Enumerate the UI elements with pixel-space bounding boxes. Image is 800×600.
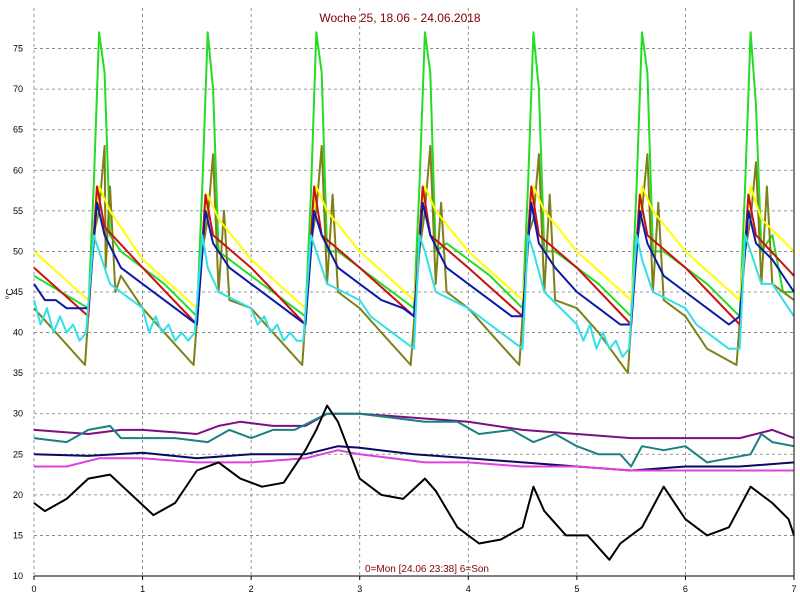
series-line-teal — [33, 412, 795, 468]
series-line-navy — [33, 445, 795, 472]
y-tick-label: 20 — [13, 490, 23, 500]
y-tick-label: 45 — [13, 287, 23, 297]
y-tick-label: 35 — [13, 368, 23, 378]
y-tick-label: 55 — [13, 206, 23, 216]
x-tick-labels: 0 1 2 3 4 5 6 7 — [31, 584, 796, 594]
series-line-olive — [33, 144, 795, 375]
x-tick-label: 4 — [466, 584, 471, 594]
y-tick-label: 30 — [13, 409, 23, 419]
series-line-cyan — [33, 234, 795, 358]
series-line-blue — [33, 201, 795, 326]
series-line-magenta — [34, 449, 794, 472]
x-tick-label: 2 — [249, 584, 254, 594]
x-tick-label: 5 — [574, 584, 579, 594]
series-line-black — [33, 404, 795, 561]
y-tick-label: 10 — [13, 571, 23, 581]
axes — [34, 0, 795, 580]
series-line-red — [33, 185, 795, 326]
y-tick-label: 70 — [13, 84, 23, 94]
x-tick-label: 0 — [31, 584, 36, 594]
y-tick-label: 25 — [13, 449, 23, 459]
y-axis-label: °C — [5, 288, 16, 299]
data-series — [33, 31, 795, 561]
x-tick-label: 3 — [357, 584, 362, 594]
y-tick-labels: 10 15 20 25 30 35 40 45 50 55 60 65 70 75 — [13, 44, 23, 581]
chart-footer: 0=Mon [24.06 23:38] 6=Son — [365, 564, 489, 575]
series-line-yellow — [33, 185, 795, 310]
y-tick-label: 50 — [13, 246, 23, 256]
x-tick-label: 1 — [140, 584, 145, 594]
y-tick-label: 60 — [13, 165, 23, 175]
y-tick-label: 40 — [13, 328, 23, 338]
x-tick-label: 6 — [683, 584, 688, 594]
y-tick-label: 65 — [13, 125, 23, 135]
x-tick-label: 7 — [791, 584, 796, 594]
y-tick-label: 15 — [13, 530, 23, 540]
y-tick-label: 75 — [13, 44, 23, 54]
chart-title: Woche 25, 18.06 - 24.06.2018 — [319, 11, 481, 25]
